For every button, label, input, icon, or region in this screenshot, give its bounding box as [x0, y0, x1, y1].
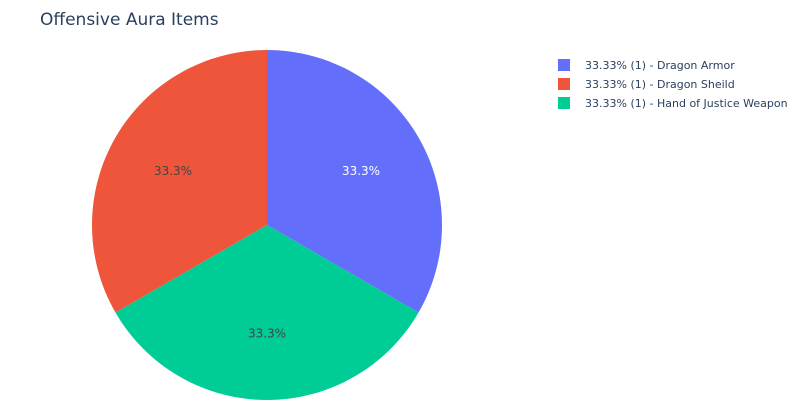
pie-slice-labels: 33.3% 33.3% 33.3%: [154, 164, 380, 341]
legend-swatch-hand-of-justice-weapon: [558, 97, 570, 109]
legend-item-dragon-sheild[interactable]: 33.33% (1) - Dragon Sheild: [558, 78, 735, 91]
pie-slice-label-hand-of-justice-weapon: 33.3%: [248, 327, 286, 341]
pie-slices: [92, 50, 442, 400]
legend-item-dragon-armor[interactable]: 33.33% (1) - Dragon Armor: [558, 59, 735, 72]
pie-slice-label-dragon-sheild: 33.3%: [154, 164, 192, 178]
legend: 33.33% (1) - Dragon Armor 33.33% (1) - Dr…: [558, 59, 788, 110]
pie-slice-label-dragon-armor: 33.3%: [342, 164, 380, 178]
legend-swatch-dragon-armor: [558, 59, 570, 71]
legend-swatch-dragon-sheild: [558, 78, 570, 90]
pie-slice-hand-of-justice-weapon[interactable]: [115, 225, 419, 400]
pie-slice-dragon-sheild[interactable]: [92, 50, 267, 313]
legend-item-hand-of-justice-weapon[interactable]: 33.33% (1) - Hand of Justice Weapon: [558, 97, 788, 110]
pie-slice-dragon-armor[interactable]: [267, 50, 442, 313]
legend-label-hand-of-justice-weapon: 33.33% (1) - Hand of Justice Weapon: [585, 97, 788, 110]
legend-label-dragon-sheild: 33.33% (1) - Dragon Sheild: [585, 78, 735, 91]
legend-label-dragon-armor: 33.33% (1) - Dragon Armor: [585, 59, 735, 72]
chart-title: Offensive Aura Items: [40, 10, 219, 30]
